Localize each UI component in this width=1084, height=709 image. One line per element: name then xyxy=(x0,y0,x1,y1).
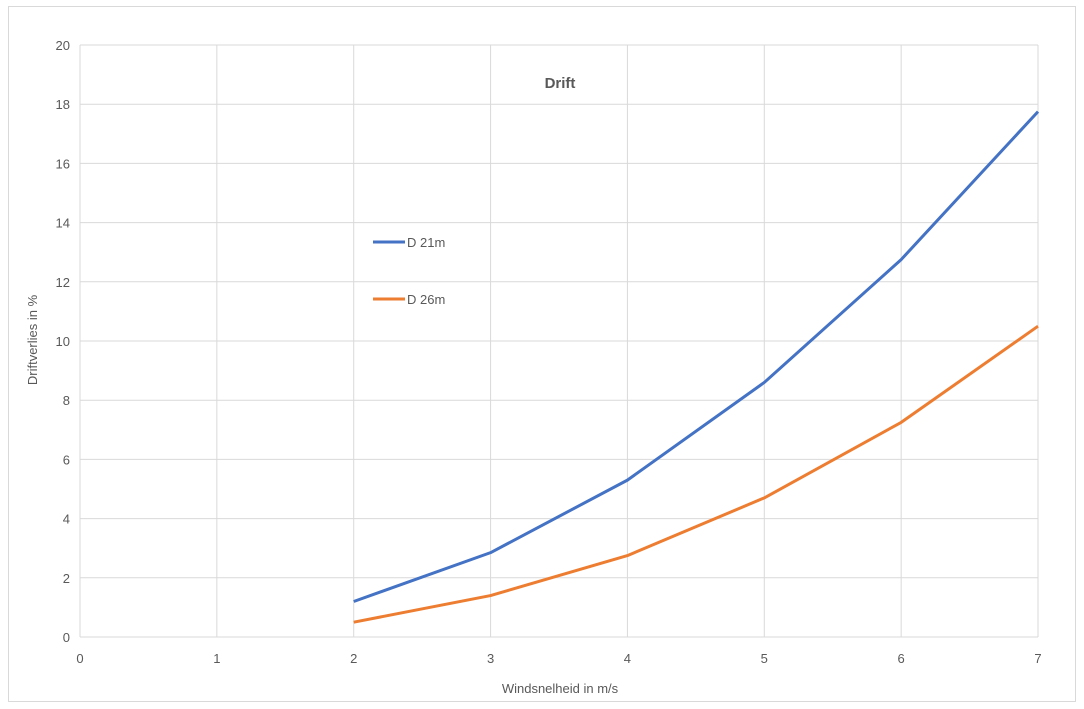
y-tick-label: 4 xyxy=(63,512,70,527)
x-tick-label: 2 xyxy=(350,651,357,666)
y-tick-label: 20 xyxy=(56,38,70,53)
chart-frame xyxy=(8,6,1076,702)
grid-lines xyxy=(79,44,1039,638)
y-tick-label: 18 xyxy=(56,97,70,112)
legend-label-d26m: D 26m xyxy=(407,292,445,307)
y-axis-title: Driftverlies in % xyxy=(25,294,40,385)
y-tick-label: 0 xyxy=(63,630,70,645)
y-tick-label: 14 xyxy=(56,216,70,231)
y-tick-label: 8 xyxy=(63,393,70,408)
x-tick-label: 1 xyxy=(213,651,220,666)
series-lines xyxy=(353,110,1040,624)
series-line-1 xyxy=(353,324,1039,624)
x-tick-label: 4 xyxy=(624,651,631,666)
y-tick-label: 2 xyxy=(63,571,70,586)
y-tick-label: 6 xyxy=(63,452,70,467)
y-tick-label: 16 xyxy=(56,156,70,171)
y-tick-label: 10 xyxy=(56,334,70,349)
x-tick-label: 6 xyxy=(898,651,905,666)
chart-title: Drift xyxy=(545,75,576,92)
legend-label-d21m: D 21m xyxy=(407,235,445,250)
x-tick-label: 5 xyxy=(761,651,768,666)
x-tick-label: 0 xyxy=(76,651,83,666)
x-axis-title: Windsnelheid in m/s xyxy=(502,681,619,696)
x-tick-label: 7 xyxy=(1034,651,1041,666)
legend: D 21m D 26m xyxy=(373,235,445,307)
y-tick-label: 12 xyxy=(56,275,70,290)
x-tick-label: 3 xyxy=(487,651,494,666)
series-line-0 xyxy=(353,110,1040,603)
